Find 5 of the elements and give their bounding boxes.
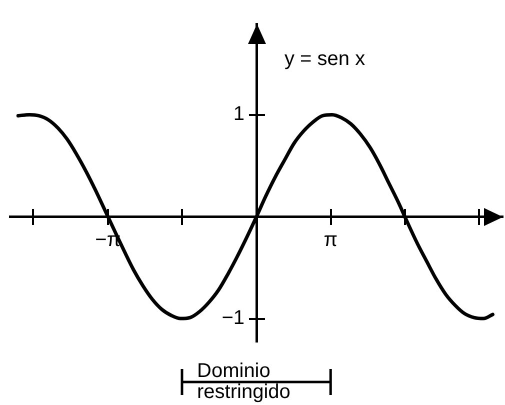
y-tick-label: 1 (233, 103, 244, 126)
text: Dominio restringido (197, 360, 290, 403)
x-tick-label: π (324, 229, 338, 252)
text: y = sen x (284, 48, 366, 70)
y-tick-label: −1 (222, 307, 244, 330)
